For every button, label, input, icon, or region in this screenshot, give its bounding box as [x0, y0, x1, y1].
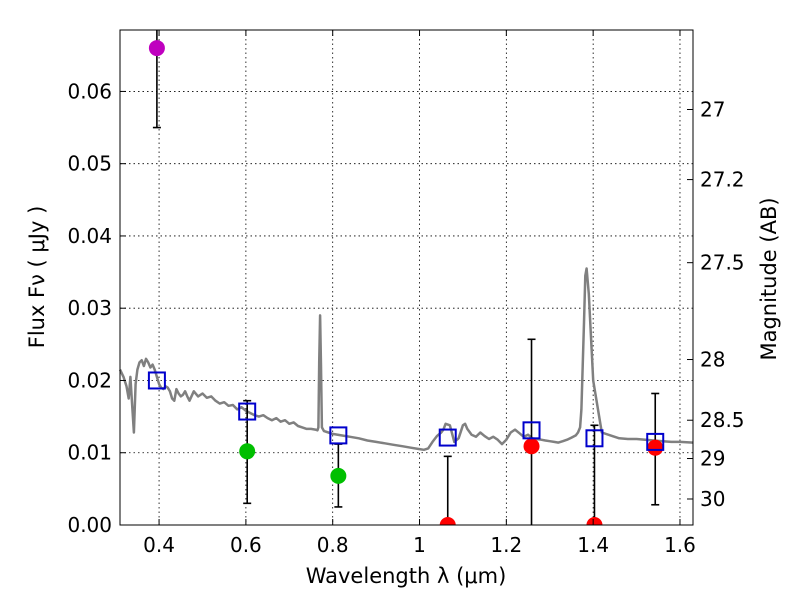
x-tick-label: 1.4 [577, 533, 609, 557]
x-tick-label: 0.4 [143, 533, 175, 557]
observed-point [239, 443, 256, 460]
x-tick-label: 1.6 [664, 533, 696, 557]
right-axis-ticks: 27 27.2 27.5 28 28.5 29 30 [687, 97, 745, 511]
model-photometry-squares [147, 371, 665, 451]
right-axis-label: Magnitude (AB) [757, 197, 781, 360]
y-tick-label: 0.06 [67, 79, 112, 103]
right-tick-label: 30 [700, 487, 725, 511]
model-photometry-square [438, 428, 457, 447]
y-tick-label: 0.05 [67, 152, 112, 176]
observed-point [523, 438, 540, 455]
right-tick-label: 27.5 [700, 251, 745, 275]
x-tick-label: 1.2 [490, 533, 522, 557]
right-tick-label: 27 [700, 97, 725, 121]
model-photometry-square [646, 432, 665, 451]
y-tick-label: 0.01 [67, 441, 112, 465]
observed-point [439, 517, 456, 525]
right-tick-label: 27.2 [700, 168, 745, 192]
model-photometry-square [329, 426, 348, 445]
y-axis-label: Flux Fν ( μJy ) [25, 206, 49, 349]
observed-points [148, 40, 664, 525]
model-photometry-square [585, 429, 604, 448]
grid [120, 30, 693, 526]
x-tick-label: 1 [413, 533, 426, 557]
y-axis-ticks: 0.00 0.01 0.02 0.03 0.04 0.05 0.06 [67, 79, 126, 537]
observed-point [647, 439, 664, 456]
x-axis-ticks: 0.4 0.6 0.8 1 1.2 1.4 1.6 [143, 30, 696, 557]
observed-point [586, 517, 603, 525]
model-sed-path [118, 267, 694, 452]
x-axis-label: Wavelength λ (μm) [306, 564, 507, 588]
model-photometry-square [147, 371, 166, 390]
observed-point [148, 40, 165, 57]
plot-frame [119, 29, 694, 526]
right-tick-label: 29 [700, 447, 725, 471]
error-bars [152, 30, 660, 525]
model-photometry-square [522, 421, 541, 440]
y-tick-label: 0.04 [67, 224, 112, 248]
model-photometry-square [238, 402, 257, 421]
x-tick-label: 0.8 [317, 533, 349, 557]
right-tick-label: 28 [700, 348, 725, 372]
model-sed-line [118, 267, 694, 452]
x-tick-label: 0.6 [230, 533, 262, 557]
y-tick-label: 0.00 [67, 513, 112, 537]
y-tick-label: 0.03 [67, 296, 112, 320]
y-tick-label: 0.02 [67, 368, 112, 392]
right-tick-label: 28.5 [700, 408, 745, 432]
observed-point [330, 467, 347, 484]
